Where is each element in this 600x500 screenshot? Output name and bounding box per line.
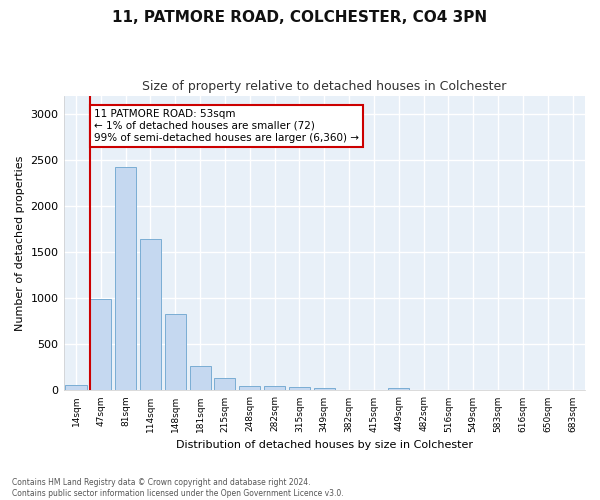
Bar xyxy=(90,299,112,390)
Text: 11 PATMORE ROAD: 53sqm
← 1% of detached houses are smaller (72)
99% of semi-deta: 11 PATMORE ROAD: 53sqm ← 1% of detached … xyxy=(94,110,359,142)
Bar xyxy=(65,386,86,390)
Bar xyxy=(190,366,211,390)
Bar xyxy=(388,388,409,390)
Text: Contains HM Land Registry data © Crown copyright and database right 2024.
Contai: Contains HM Land Registry data © Crown c… xyxy=(12,478,344,498)
Bar xyxy=(239,386,260,390)
Title: Size of property relative to detached houses in Colchester: Size of property relative to detached ho… xyxy=(142,80,506,93)
Bar xyxy=(314,388,335,390)
Y-axis label: Number of detached properties: Number of detached properties xyxy=(15,156,25,330)
Bar xyxy=(214,378,235,390)
Text: 11, PATMORE ROAD, COLCHESTER, CO4 3PN: 11, PATMORE ROAD, COLCHESTER, CO4 3PN xyxy=(112,10,488,25)
Bar xyxy=(115,166,136,390)
X-axis label: Distribution of detached houses by size in Colchester: Distribution of detached houses by size … xyxy=(176,440,473,450)
Bar xyxy=(140,240,161,390)
Bar xyxy=(289,386,310,390)
Bar xyxy=(165,314,186,390)
Bar xyxy=(264,386,285,390)
